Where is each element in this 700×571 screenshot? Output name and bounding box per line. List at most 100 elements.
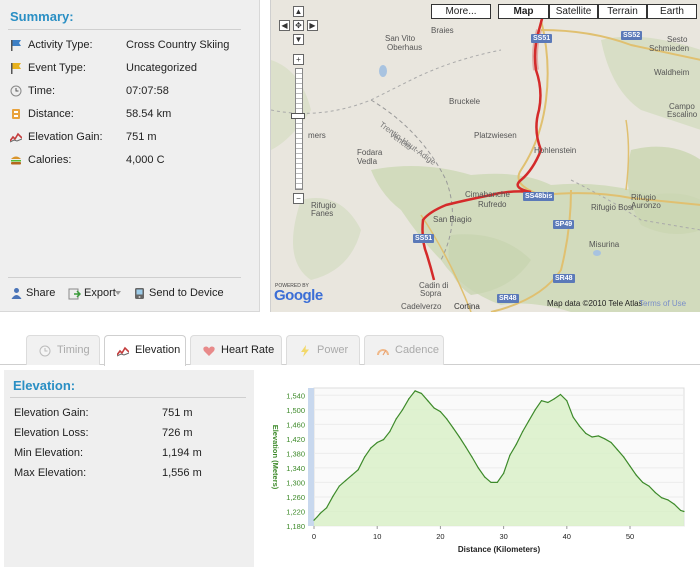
zoom-out-button[interactable]: − — [293, 193, 304, 204]
burger-icon — [11, 156, 21, 165]
map-type-satellite-button[interactable]: Satellite — [549, 4, 598, 19]
place-label: Hohlenstein — [534, 146, 577, 155]
place-label: Cadin di — [419, 281, 449, 290]
map-type-terrain-button[interactable]: Terrain — [598, 4, 647, 19]
stat-value: 4,000 C — [126, 154, 165, 166]
place-label: Fodara — [357, 148, 383, 157]
place-label: Bruckele — [449, 97, 481, 106]
google-logo[interactable]: Google — [274, 287, 323, 304]
pan-left-button[interactable]: ◀ — [279, 20, 290, 31]
map-more-button[interactable]: More... — [431, 4, 491, 19]
data-point — [667, 499, 669, 501]
data-point — [572, 416, 574, 418]
device-icon — [135, 288, 144, 299]
share-icon — [11, 288, 22, 299]
data-point — [446, 418, 448, 420]
x-tick-label: 30 — [499, 532, 507, 541]
stat-value: 58.54 km — [126, 108, 172, 120]
data-point — [604, 438, 606, 440]
route-map[interactable]: ▲ ◀ ✥ ▶ ▼ + − More... Map Satellite Terr… — [270, 0, 700, 312]
place-label: Platzwiesen — [474, 131, 517, 140]
data-point — [503, 472, 505, 474]
row-label: Elevation Gain: — [14, 407, 89, 419]
y-tick-label: 1,260 — [286, 493, 305, 502]
data-point — [316, 516, 318, 518]
stat-calories: Calories: 4,000 C — [10, 153, 250, 169]
distance-icon — [12, 109, 20, 119]
data-point — [395, 418, 397, 420]
y-tick-label: 1,340 — [286, 464, 305, 473]
chart-series — [313, 390, 685, 526]
place-label: Fanes — [311, 209, 334, 218]
export-button[interactable]: Export — [68, 286, 126, 302]
lightning-icon — [301, 345, 309, 357]
pan-up-button[interactable]: ▲ — [293, 6, 304, 17]
x-axis-label: Distance (Kilometers) — [458, 545, 541, 554]
row-value: 751 m — [162, 407, 193, 419]
stat-label: Calories: — [28, 154, 72, 166]
data-point — [465, 446, 467, 448]
data-point — [521, 430, 524, 433]
x-tick-label: 10 — [373, 532, 381, 541]
powered-by-label: POWERED BY — [275, 283, 309, 289]
elevation-stats: Elevation: Elevation Gain: 751 m Elevati… — [4, 370, 254, 567]
zoom-slider-track[interactable] — [295, 68, 303, 190]
export-label: Export — [84, 287, 116, 299]
place-label: mers — [308, 131, 326, 140]
place-label: Rifugio Bosi — [591, 203, 634, 212]
data-point — [433, 407, 435, 409]
map-type-map-button[interactable]: Map — [498, 4, 549, 19]
zoom-in-button[interactable]: + — [293, 54, 304, 65]
data-point — [414, 390, 416, 392]
elevation-divider — [10, 397, 246, 398]
share-button[interactable]: Share — [10, 286, 58, 302]
stat-value: 751 m — [126, 131, 157, 143]
data-point — [382, 438, 385, 441]
map-attribution: Map data ©2010 Tele Atlas - — [547, 299, 648, 308]
y-tick-label: 1,300 — [286, 478, 305, 487]
elevation-icon — [10, 132, 22, 143]
elevation-chart[interactable]: 1,180 1,220 1,260 1,300 1,340 1,380 1,420 1,460… — [264, 366, 700, 571]
pan-center-button[interactable]: ✥ — [293, 20, 304, 31]
heart-icon — [203, 346, 215, 356]
data-point — [610, 441, 612, 444]
tab-bar: Timing Elevation Heart Rate Power Cadenc… — [0, 335, 700, 366]
stat-label: Time: — [28, 85, 56, 97]
pan-down-button[interactable]: ▼ — [293, 34, 304, 45]
data-point — [553, 398, 555, 400]
map-type-earth-button[interactable]: Earth — [647, 4, 697, 19]
place-label: Schmieden — [649, 44, 690, 53]
road-shield: SR48 — [497, 294, 519, 303]
place-label: Misurina — [589, 240, 620, 249]
x-tick-label: 0 — [312, 532, 316, 541]
stat-label: Activity Type: — [28, 39, 93, 51]
data-point — [648, 485, 650, 487]
data-point — [585, 432, 587, 434]
map-terrain — [271, 10, 700, 312]
place-label: Waldheim — [654, 68, 690, 77]
data-point — [313, 519, 315, 521]
tab-cadence[interactable]: Cadence — [364, 335, 444, 365]
zoom-slider-handle[interactable] — [291, 113, 305, 119]
row-label: Max Elevation: — [14, 467, 87, 479]
terms-of-use-link[interactable]: Terms of Use — [639, 299, 687, 308]
data-point — [420, 392, 423, 395]
send-to-device-button[interactable]: Send to Device — [133, 286, 233, 302]
tab-elevation[interactable]: Elevation — [104, 335, 186, 366]
tab-heart-rate[interactable]: Heart Rate — [190, 335, 282, 365]
place-label: Sopra — [420, 289, 442, 298]
data-point — [591, 436, 593, 438]
data-point — [439, 411, 442, 413]
data-point — [363, 456, 366, 458]
stat-event-type: Event Type: Uncategorized — [10, 61, 250, 77]
road-shield: SS48bis — [523, 192, 555, 201]
stat-elevation-gain: Elevation Gain: 751 m — [10, 130, 250, 146]
data-point — [629, 465, 631, 467]
data-point — [496, 481, 498, 484]
summary-divider — [8, 29, 241, 30]
row-value: 726 m — [162, 427, 193, 439]
tab-timing[interactable]: Timing — [26, 335, 100, 365]
pan-right-button[interactable]: ▶ — [307, 20, 318, 31]
tab-power[interactable]: Power — [286, 335, 360, 365]
y-scale-strip — [308, 388, 314, 526]
